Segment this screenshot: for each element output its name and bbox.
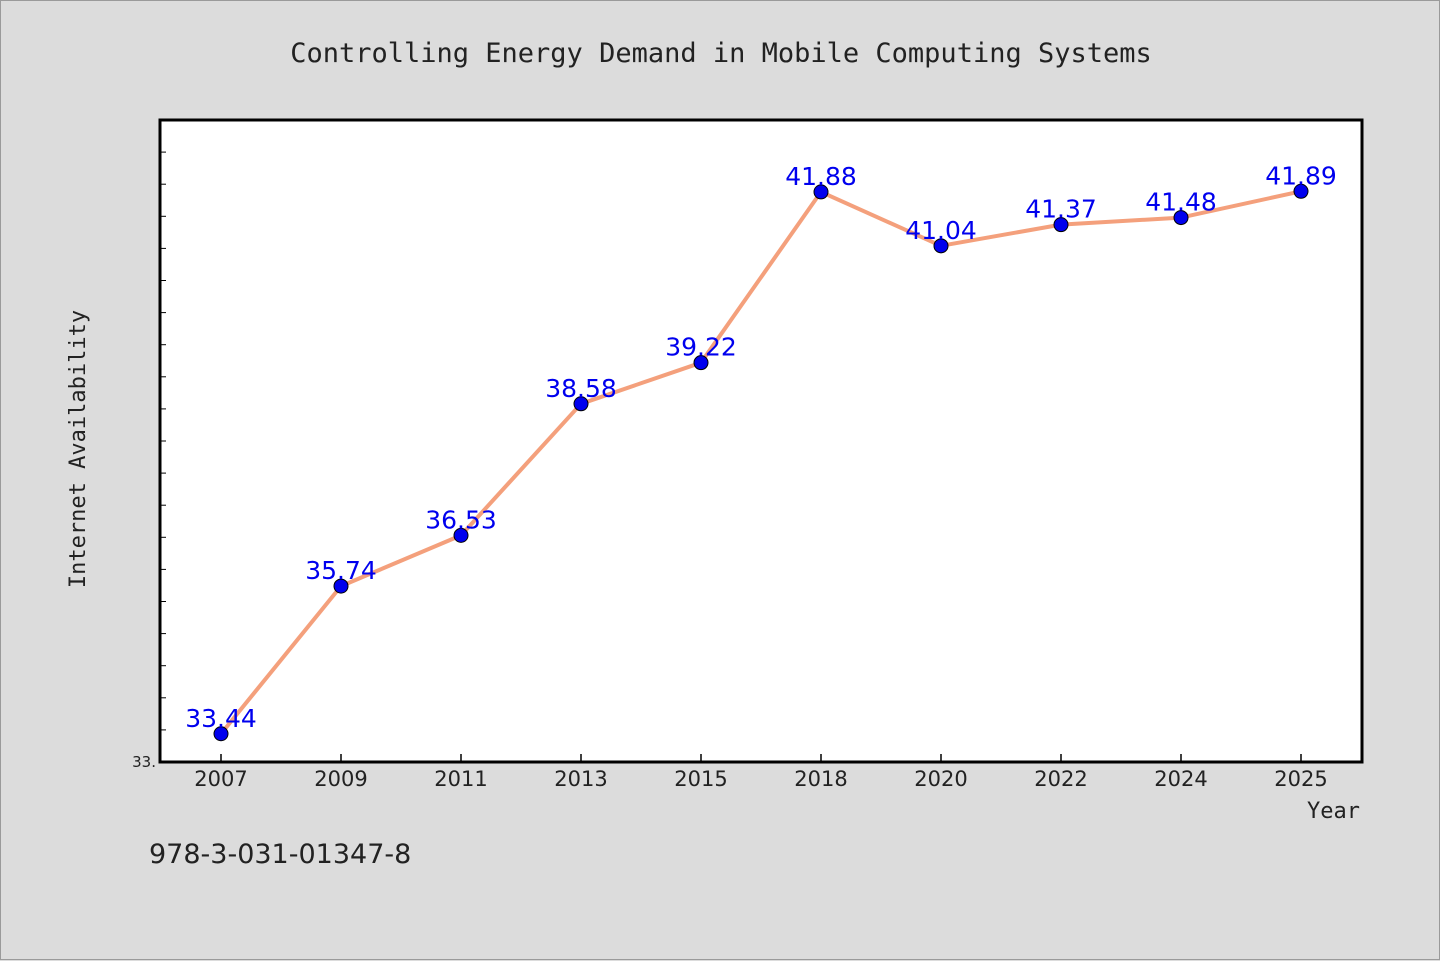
data-point xyxy=(813,184,829,200)
x-tick-label: 2022 xyxy=(1034,767,1087,791)
data-label: 36.53 xyxy=(425,505,497,534)
x-tick-label: 2013 xyxy=(554,767,607,791)
x-axis-tick-labels: 2007 2009 2011 2013 2015 2018 2020 2022 2024 2025 xyxy=(194,767,1327,791)
data-label: 33.44 xyxy=(185,704,257,733)
data-label: 39.22 xyxy=(665,333,737,362)
data-labels: 33.44 35.74 36.53 38.58 39.22 41.88 41.04 41.37… xyxy=(185,161,1337,732)
isbn-text: 978-3-031-01347-8 xyxy=(149,839,411,870)
y-axis-ticks xyxy=(160,151,166,731)
x-axis-ticks xyxy=(220,754,1302,762)
y-tick-label: 33. xyxy=(132,753,156,771)
chart-title: Controlling Energy Demand in Mobile Comp… xyxy=(290,38,1152,69)
data-label: 41.37 xyxy=(1025,195,1097,224)
data-label: 41.89 xyxy=(1265,161,1337,190)
plot-area xyxy=(158,118,1364,764)
data-point xyxy=(453,527,469,543)
x-tick-label: 2024 xyxy=(1154,767,1207,791)
data-point xyxy=(1053,217,1069,233)
data-point xyxy=(693,355,709,371)
data-label: 41.88 xyxy=(785,162,857,191)
y-axis-label: Internet Availability xyxy=(66,310,91,588)
data-label: 38.58 xyxy=(545,374,617,403)
x-tick-label: 2007 xyxy=(194,767,247,791)
x-tick-label: 2009 xyxy=(314,767,367,791)
series-markers xyxy=(213,183,1309,742)
x-tick-label: 2018 xyxy=(794,767,847,791)
data-point xyxy=(1293,183,1309,199)
data-point xyxy=(933,238,949,254)
data-point xyxy=(213,726,229,742)
data-point xyxy=(1173,210,1189,226)
x-axis-label: Year xyxy=(1307,799,1360,824)
data-label: 41.48 xyxy=(1145,188,1217,217)
x-tick-label: 2020 xyxy=(914,767,967,791)
x-tick-label: 2025 xyxy=(1274,767,1327,791)
series-line xyxy=(219,189,1302,736)
data-label: 41.04 xyxy=(905,216,977,245)
data-point xyxy=(333,578,349,594)
data-point xyxy=(573,396,589,412)
x-tick-label: 2011 xyxy=(434,767,487,791)
data-label: 35.74 xyxy=(305,556,377,585)
x-tick-label: 2015 xyxy=(674,767,727,791)
